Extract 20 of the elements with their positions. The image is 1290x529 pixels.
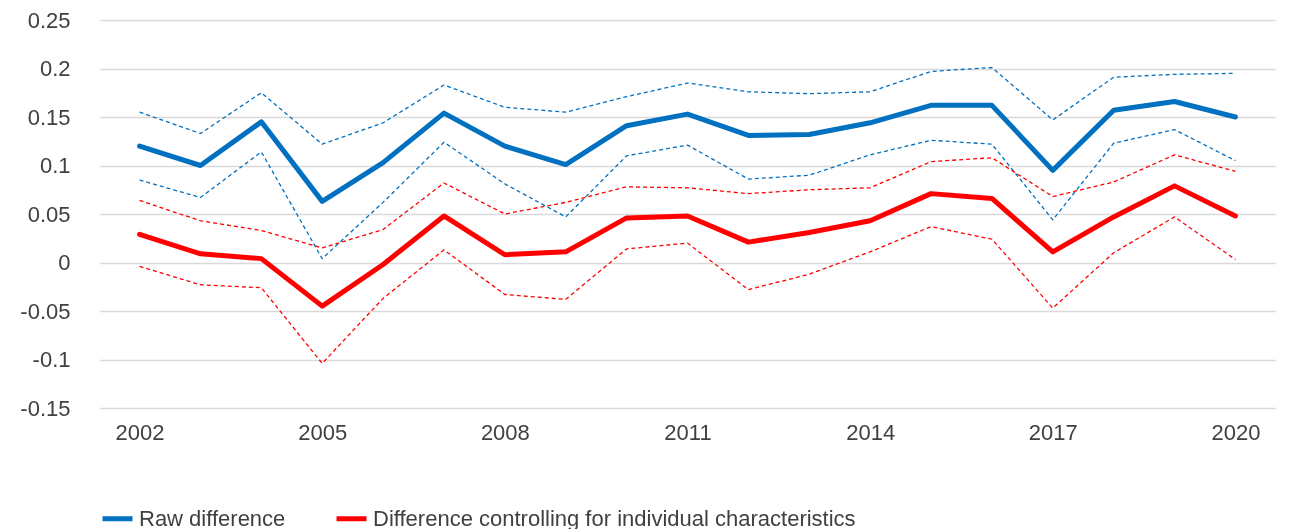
y-tick-label: 0.1: [39, 153, 71, 178]
y-tick-label: -0.1: [32, 347, 71, 372]
y-tick-label: 0.05: [27, 201, 71, 227]
line-series: [138, 154, 1237, 249]
line-series: [138, 128, 1237, 260]
x-tick-label: 2002: [115, 419, 165, 445]
x-tick-label: 2005: [298, 419, 348, 445]
line-series: [138, 216, 1237, 365]
y-tick-label: 0.15: [27, 104, 71, 130]
x-tick-label: 2020: [1211, 419, 1261, 445]
legend-label: Raw difference: [139, 505, 286, 529]
y-tick-label: 0: [58, 250, 71, 275]
y-tick-label: -0.15: [20, 395, 71, 421]
y-tick-label: 0.2: [39, 56, 71, 81]
y-tick-label: -0.05: [20, 298, 71, 324]
x-tick-label: 2008: [480, 419, 530, 445]
x-tick-label: 2011: [664, 419, 712, 445]
x-tick-label: 2017: [1028, 419, 1078, 445]
x-tick-label: 2014: [846, 419, 896, 445]
y-tick-label: 0.25: [27, 7, 71, 33]
